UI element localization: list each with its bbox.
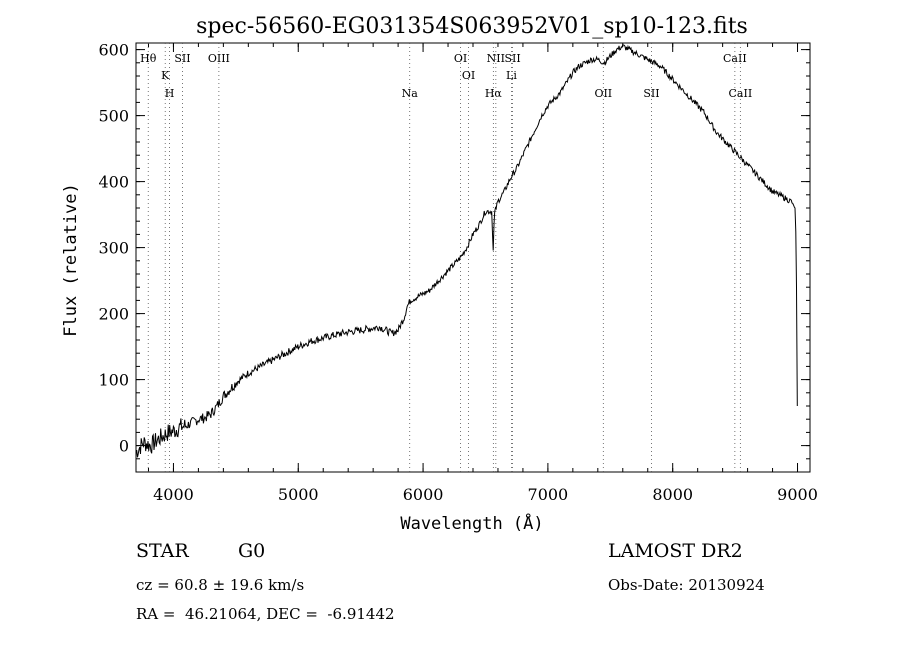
spectral-line-label: NII: [487, 52, 505, 65]
spectrum-line: [135, 43, 798, 458]
spectral-line-label: SII: [174, 52, 190, 65]
y-tick-label: 400: [98, 173, 129, 192]
x-axis-label: Wavelength (Å): [400, 512, 543, 534]
x-tick-label: 6000: [403, 485, 444, 504]
spectral-line-label: Hα: [485, 87, 503, 100]
y-tick-label: 200: [98, 305, 129, 324]
observation-date: Obs-Date: 20130924: [608, 576, 765, 594]
spectral-line-label: K: [161, 69, 170, 82]
y-tick-label: 300: [98, 239, 129, 258]
y-tick-label: 0: [119, 437, 129, 456]
x-tick-label: 4000: [153, 485, 194, 504]
survey-name: LAMOST DR2: [608, 540, 743, 562]
spectral-line-label: Na: [402, 87, 419, 100]
redshift-value: cz = 60.8 ± 19.6 km/s: [136, 576, 305, 594]
spectral-line-label: OI: [462, 69, 475, 82]
x-tick-label: 9000: [777, 485, 818, 504]
y-tick-label: 600: [98, 41, 129, 60]
spectral-line-label: CaII: [723, 52, 747, 65]
spectral-line-label: SII: [643, 87, 659, 100]
y-tick-label: 500: [98, 107, 129, 126]
x-tick-label: 7000: [528, 485, 569, 504]
chart-title: spec-56560-EG031354S063952V01_sp10-123.f…: [196, 14, 748, 39]
coordinates: RA = 46.21064, DEC = -6.91442: [136, 605, 395, 623]
x-tick-label: 5000: [278, 485, 319, 504]
spectral-line-label: OII: [594, 87, 612, 100]
x-tick-label: 8000: [652, 485, 693, 504]
y-tick-label: 100: [98, 371, 129, 390]
subclass: G0: [238, 540, 266, 562]
spectral-line-label: CaII: [729, 87, 753, 100]
spectral-line-label: H: [165, 87, 175, 100]
spectral-line-label: Hθ: [140, 52, 157, 65]
plot-area: 4000 5000 6000 7000 8000 9000 0 100 200 300 400 500…: [98, 41, 817, 504]
object-class: STAR: [136, 540, 189, 562]
spectral-line-label: SII: [504, 52, 520, 65]
spectral-line-label: OIII: [208, 52, 230, 65]
spectrum-chart: spec-56560-EG031354S063952V01_sp10-123.f…: [61, 14, 818, 534]
spectral-line-label: OI: [454, 52, 467, 65]
y-axis-label: Flux (relative): [61, 183, 81, 337]
spectral-line-label: Li: [506, 69, 517, 82]
plot-frame: [135, 42, 811, 473]
